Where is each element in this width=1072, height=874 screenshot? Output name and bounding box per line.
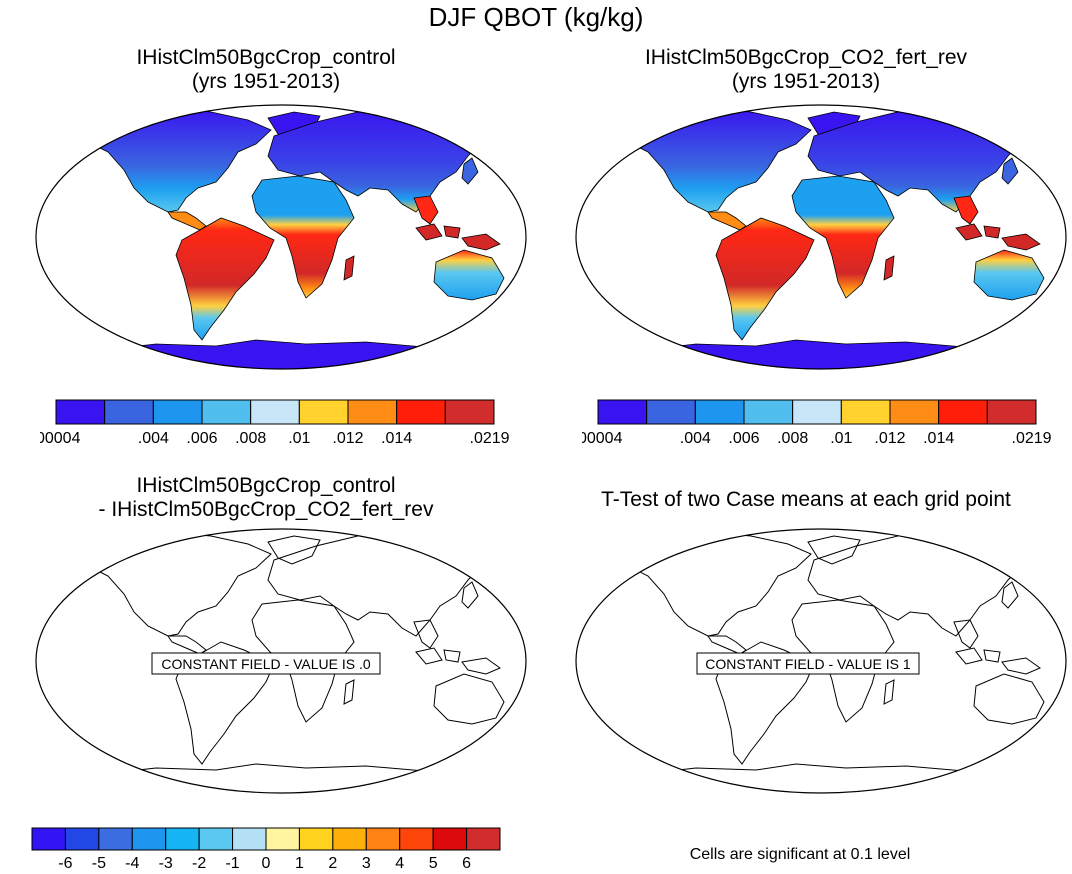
- colorbar-difference: -6 -5 -4 -3 -2 -1 0 1 2 3 4 5 6: [31, 827, 501, 872]
- panel-title-difference: IHistClm50BgcCrop_control - IHistClm50Bg…: [16, 474, 516, 522]
- panel-title-difference-line1: IHistClm50BgcCrop_control: [136, 474, 396, 497]
- colorbar-swatch: [840, 399, 891, 425]
- map-control: [35, 104, 527, 370]
- colorbar-swatch: [432, 827, 468, 851]
- colorbar-swatch: [444, 399, 495, 425]
- colorbar-tick-label: .004: [138, 430, 169, 447]
- colorbar-swatch: [152, 399, 203, 425]
- colorbar-tick-label: .00004: [582, 430, 623, 447]
- panel-title-control: IHistClm50BgcCrop_control (yrs 1951-2013…: [16, 46, 516, 94]
- colorbar-swatch: [694, 399, 745, 425]
- constant-field-label: CONSTANT FIELD - VALUE IS .0: [151, 652, 381, 675]
- colorbar-tick-label: .01: [288, 430, 310, 447]
- colorbar-tick-label: .012: [874, 430, 905, 447]
- map-border: [575, 104, 1067, 370]
- constant-field-text: CONSTANT FIELD - VALUE IS .0: [161, 656, 370, 672]
- colorbar-swatch: [792, 399, 842, 425]
- colorbar-tick-label: 5: [429, 855, 438, 872]
- colorbar-swatch: [298, 399, 349, 425]
- colorbar-tick-label: 2: [328, 855, 337, 872]
- colorbar-swatch: [55, 399, 106, 425]
- significance-note: Cells are significant at 0.1 level: [689, 846, 911, 863]
- colorbar-tick-label: .02197: [470, 430, 510, 447]
- colorbar-tick-label: .014: [923, 430, 954, 447]
- colorbar-swatch: [232, 827, 267, 851]
- colorbar-tick-label: .008: [777, 430, 808, 447]
- colorbar-swatch: [396, 399, 446, 425]
- colorbar-swatch: [64, 827, 100, 851]
- panel-title-difference-line2: - IHistClm50BgcCrop_CO2_fert_rev: [98, 498, 434, 521]
- colorbar-swatch: [298, 827, 334, 851]
- colorbar-tick-label: 0: [262, 855, 271, 872]
- panel-title-control-line2: (yrs 1951-2013): [191, 70, 341, 93]
- colorbar-tick-label: 3: [362, 855, 371, 872]
- colorbar-control: .00004 .004 .006 .008 .01 .012 .014 .02197: [40, 399, 510, 447]
- colorbar-tick-label: -5: [92, 855, 106, 872]
- colorbar-tick-label: -3: [159, 855, 173, 872]
- colorbar-tick-label: .006: [728, 430, 759, 447]
- colorbar-tick-label: -2: [192, 855, 206, 872]
- colorbar-swatch: [347, 399, 398, 425]
- colorbar-swatch: [743, 399, 794, 425]
- colorbar-swatch: [332, 827, 367, 851]
- map-co2-fert-rev: [575, 104, 1067, 370]
- colorbar-tick-label: .006: [186, 430, 217, 447]
- panel-title-co2: IHistClm50BgcCrop_CO2_fert_rev (yrs 1951…: [556, 46, 1056, 94]
- colorbar-swatch: [365, 827, 401, 851]
- colorbar-tick-label: -6: [58, 855, 72, 872]
- colorbar-tick-label: .004: [680, 430, 711, 447]
- colorbar-tick-label: 4: [395, 855, 404, 872]
- colorbar-swatch: [31, 827, 66, 851]
- colorbar-swatch: [198, 827, 234, 851]
- constant-field-text: CONSTANT FIELD - VALUE IS 1: [705, 656, 911, 672]
- colorbar-co2-fert-rev: .00004 .004 .006 .008 .01 .012 .014 .02197: [582, 399, 1052, 447]
- colorbar-swatch: [889, 399, 940, 425]
- colorbar-tick-label: 6: [462, 855, 471, 872]
- panel-title-co2-line1: IHistClm50BgcCrop_CO2_fert_rev: [644, 46, 968, 69]
- figure-title: DJF QBOT (kg/kg): [428, 2, 644, 32]
- colorbar-tick-label: .01: [830, 430, 852, 447]
- constant-field-label: CONSTANT FIELD - VALUE IS 1: [696, 652, 920, 675]
- colorbar-swatch: [265, 827, 300, 851]
- colorbar-swatch: [250, 399, 300, 425]
- map-border: [575, 528, 1067, 794]
- colorbar-swatch: [466, 827, 501, 851]
- colorbar-swatch: [646, 399, 696, 425]
- colorbar-swatch: [165, 827, 200, 851]
- panel-title-control-line1: IHistClm50BgcCrop_control: [136, 46, 396, 69]
- map-border: [35, 104, 527, 370]
- colorbar-swatch: [104, 399, 154, 425]
- colorbar-swatch: [98, 827, 133, 851]
- colorbar-tick-label: .008: [235, 430, 266, 447]
- map-difference: CONSTANT FIELD - VALUE IS .0: [35, 528, 527, 794]
- colorbar-tick-label: .012: [332, 430, 363, 447]
- panel-title-t-test-line1: T-Test of two Case means at each grid po…: [601, 488, 1011, 511]
- colorbar-tick-label: -1: [225, 855, 239, 872]
- map-border: [35, 528, 527, 794]
- panel-title-t-test: T-Test of two Case means at each grid po…: [556, 488, 1056, 512]
- colorbar-swatch: [399, 827, 434, 851]
- colorbar-tick-label: .02197: [1012, 430, 1052, 447]
- colorbar-swatch: [131, 827, 167, 851]
- colorbar-swatch: [986, 399, 1037, 425]
- colorbar-swatch: [938, 399, 988, 425]
- colorbar-swatch: [597, 399, 648, 425]
- colorbar-tick-label: .00004: [40, 430, 81, 447]
- colorbar-tick-label: 1: [295, 855, 304, 872]
- colorbar-swatch: [201, 399, 252, 425]
- colorbar-tick-label: .014: [381, 430, 412, 447]
- panel-title-co2-line2: (yrs 1951-2013): [731, 70, 881, 93]
- map-t-test: CONSTANT FIELD - VALUE IS 1: [575, 528, 1067, 794]
- colorbar-tick-label: -4: [125, 855, 139, 872]
